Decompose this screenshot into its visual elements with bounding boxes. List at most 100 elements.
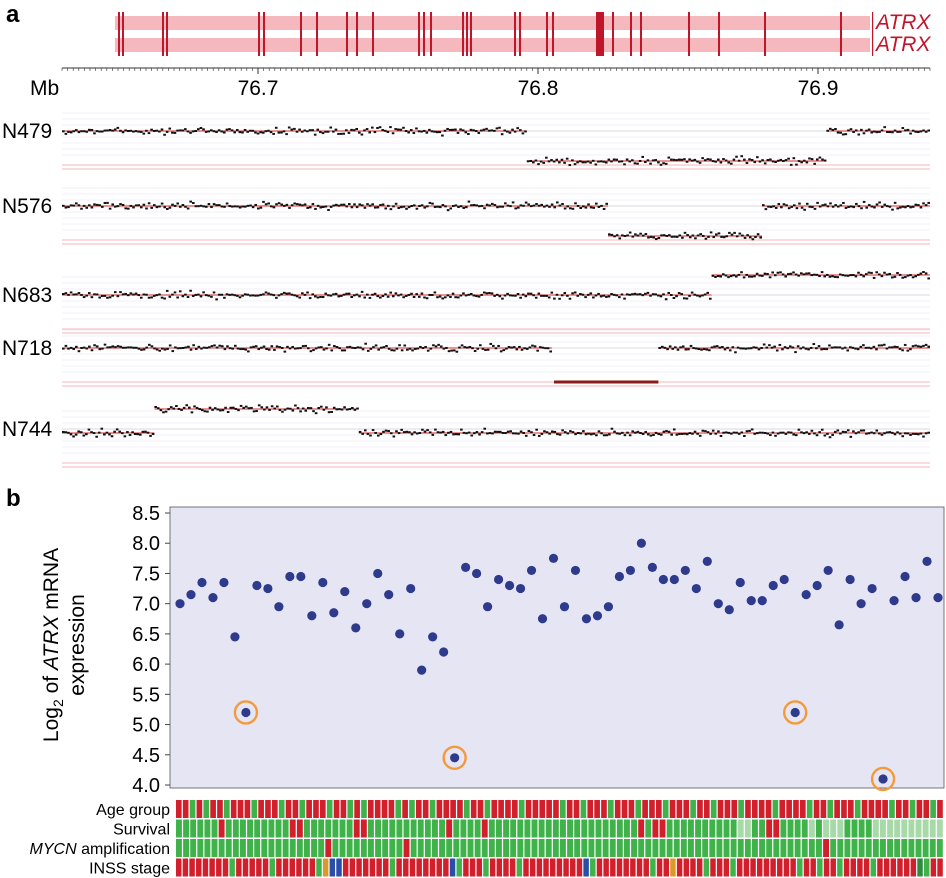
data-point	[82, 204, 86, 207]
annotation-cell	[439, 819, 446, 838]
data-point	[348, 408, 352, 411]
data-point	[712, 236, 716, 239]
data-point	[137, 130, 140, 133]
data-point	[732, 158, 736, 161]
annotation-cell	[738, 800, 744, 818]
data-point	[519, 129, 522, 132]
annotation-cell	[765, 800, 772, 818]
data-point	[663, 346, 667, 349]
data-point	[376, 434, 380, 437]
data-point	[246, 293, 250, 296]
data-point	[857, 133, 861, 136]
annotation-cell	[843, 858, 850, 877]
data-point	[666, 348, 669, 351]
data-point	[475, 431, 479, 434]
data-point	[456, 296, 460, 299]
annotation-cell	[423, 858, 429, 877]
data-point	[698, 434, 702, 437]
data-point	[62, 204, 65, 207]
data-point	[215, 346, 219, 349]
data-point	[776, 432, 780, 435]
data-point	[308, 297, 312, 300]
annotation-cell	[196, 800, 203, 818]
annotation-cell	[716, 858, 723, 877]
annotation-cell	[375, 839, 382, 857]
data-point	[389, 126, 392, 129]
annotation-cell	[278, 800, 285, 818]
data-point	[649, 294, 652, 297]
data-point	[204, 294, 208, 297]
data-point	[664, 298, 668, 301]
data-point	[794, 273, 798, 276]
data-point	[745, 430, 749, 433]
data-point	[479, 344, 482, 347]
annotation-cell	[395, 800, 402, 818]
annotation-cell	[570, 858, 576, 877]
annotation-cell	[339, 839, 346, 857]
data-point	[662, 430, 666, 433]
annotation-cell	[870, 858, 877, 877]
data-point	[723, 348, 727, 351]
data-point	[395, 430, 398, 433]
data-point	[273, 348, 276, 351]
data-point	[163, 206, 166, 209]
data-point	[290, 128, 294, 131]
data-point	[168, 344, 172, 347]
data-point	[277, 294, 281, 297]
data-point	[690, 159, 694, 162]
data-point	[671, 347, 675, 350]
data-point	[722, 431, 725, 434]
annotation-cell	[673, 819, 680, 838]
annotation-cell	[710, 858, 716, 877]
data-point	[818, 205, 822, 208]
data-point	[685, 297, 689, 300]
data-point	[800, 272, 803, 275]
data-point	[363, 429, 367, 432]
data-point	[269, 293, 273, 296]
data-point	[332, 204, 335, 207]
data-point	[295, 295, 299, 298]
annotation-cell	[566, 800, 573, 818]
data-point	[711, 274, 715, 277]
annotation-cell	[690, 858, 696, 877]
data-point	[676, 348, 680, 351]
expression-point	[779, 574, 789, 585]
data-point	[145, 293, 148, 296]
data-point	[300, 130, 304, 133]
data-point	[158, 349, 162, 352]
data-point	[303, 203, 307, 206]
data-point	[687, 348, 690, 351]
data-point	[301, 204, 304, 207]
data-point	[464, 294, 468, 297]
data-point	[516, 127, 520, 130]
data-point	[541, 346, 545, 349]
data-point	[592, 432, 596, 435]
data-point	[571, 431, 575, 434]
data-point	[589, 161, 592, 164]
data-point	[374, 344, 378, 347]
annotation-cell	[830, 839, 837, 857]
data-point	[150, 345, 154, 348]
highlight-circle	[870, 766, 896, 792]
annotation-cell	[403, 839, 410, 857]
annotation-cell	[304, 819, 310, 838]
annotation-cell	[624, 839, 630, 857]
data-point	[543, 430, 546, 433]
data-point	[95, 345, 99, 348]
data-point	[228, 293, 231, 296]
expression-point	[515, 583, 526, 594]
data-point	[142, 132, 146, 135]
data-point	[664, 162, 668, 165]
data-point	[371, 429, 375, 432]
data-point	[267, 202, 270, 205]
data-point	[257, 348, 261, 351]
annotation-cell	[816, 839, 822, 857]
data-point	[246, 204, 250, 207]
data-point	[288, 407, 292, 410]
annotation-cell	[322, 858, 329, 877]
data-point	[875, 131, 879, 134]
data-point	[898, 273, 902, 276]
data-point	[794, 351, 797, 354]
data-point	[763, 162, 767, 165]
